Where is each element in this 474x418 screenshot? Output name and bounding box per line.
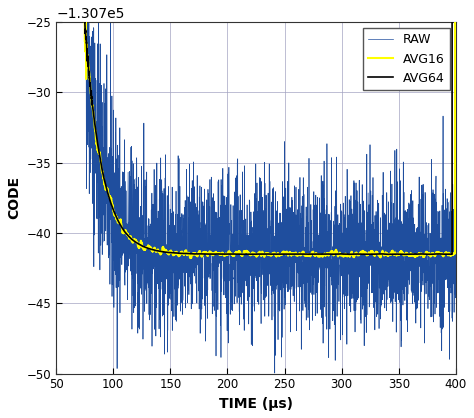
AVG16 xyxy=(146,245,152,250)
RAW xyxy=(124,254,130,259)
Legend: RAW, AVG16, AVG64: RAW, AVG16, AVG64 xyxy=(363,28,450,90)
X-axis label: TIME (μs): TIME (μs) xyxy=(219,397,293,411)
Line: RAW: RAW xyxy=(85,0,456,373)
AVG64 xyxy=(124,232,130,237)
AVG64 xyxy=(146,246,152,251)
AVG64 xyxy=(446,252,452,257)
AVG64 xyxy=(406,252,411,257)
AVG64 xyxy=(240,252,246,257)
AVG16 xyxy=(446,251,452,256)
RAW xyxy=(272,370,278,375)
AVG64 xyxy=(224,252,230,257)
RAW xyxy=(146,225,152,230)
Line: AVG64: AVG64 xyxy=(85,0,456,255)
AVG16 xyxy=(82,14,88,19)
RAW xyxy=(406,201,412,206)
Y-axis label: CODE: CODE xyxy=(7,176,21,219)
AVG16 xyxy=(240,251,246,256)
Line: AVG16: AVG16 xyxy=(85,0,456,258)
AVG16 xyxy=(224,252,230,257)
AVG64 xyxy=(402,252,408,257)
RAW xyxy=(453,257,459,262)
AVG16 xyxy=(124,232,130,237)
AVG16 xyxy=(406,253,411,258)
AVG64 xyxy=(82,20,88,25)
RAW xyxy=(240,257,246,262)
AVG16 xyxy=(188,255,193,260)
RAW xyxy=(446,229,452,234)
RAW xyxy=(224,328,230,333)
